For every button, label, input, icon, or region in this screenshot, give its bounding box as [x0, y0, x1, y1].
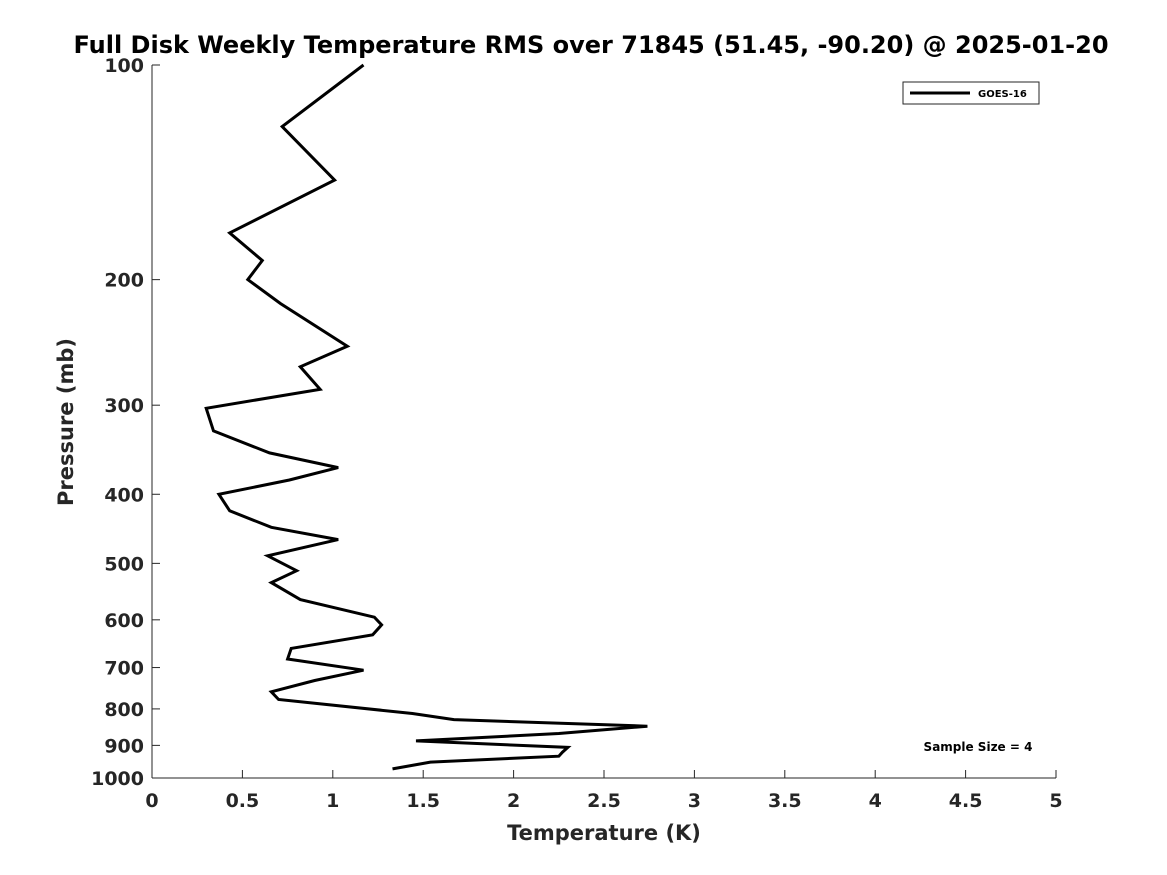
- y-axis-ticks: 100 200 300 400 500 600 700 800 900 1000: [91, 55, 160, 790]
- y-axis-label: Pressure (mb): [54, 338, 78, 506]
- sample-size-annotation: Sample Size = 4: [924, 740, 1033, 754]
- chart-title: Full Disk Weekly Temperature RMS over 71…: [73, 31, 1108, 59]
- legend-label-goes-16: GOES-16: [978, 89, 1027, 100]
- legend: GOES-16: [902, 81, 1040, 105]
- x-tick-label: 2.5: [587, 790, 621, 812]
- y-tick-label: 800: [104, 699, 144, 721]
- y-tick-label: 500: [104, 553, 144, 575]
- x-tick-label: 3.5: [768, 790, 802, 812]
- y-tick-label: 200: [104, 270, 144, 292]
- x-axis-label: Temperature (K): [507, 821, 701, 845]
- x-tick-label: 3: [688, 790, 701, 812]
- x-tick-label: 4: [869, 790, 882, 812]
- y-tick-label: 300: [104, 395, 144, 417]
- y-tick-label: 900: [104, 735, 144, 757]
- x-axis-ticks: 0 0.5 1 1.5 2 2.5 3 3.5 4 4.5 5: [145, 770, 1063, 812]
- x-tick-label: 5: [1049, 790, 1062, 812]
- x-tick-label: 2: [507, 790, 520, 812]
- x-tick-label: 1: [326, 790, 339, 812]
- legend-box: [902, 81, 1040, 105]
- series-layer: [204, 63, 648, 771]
- y-tick-label: 400: [104, 484, 144, 506]
- x-tick-label: 4.5: [949, 790, 983, 812]
- y-tick-label: 600: [104, 610, 144, 632]
- y-tick-label: 100: [104, 55, 144, 77]
- y-tick-label: 1000: [91, 768, 144, 790]
- series-line-goes-16: [204, 63, 648, 771]
- x-tick-label: 0: [145, 790, 158, 812]
- x-tick-label: 0.5: [226, 790, 260, 812]
- x-tick-label: 1.5: [406, 790, 440, 812]
- y-tick-label: 700: [104, 658, 144, 680]
